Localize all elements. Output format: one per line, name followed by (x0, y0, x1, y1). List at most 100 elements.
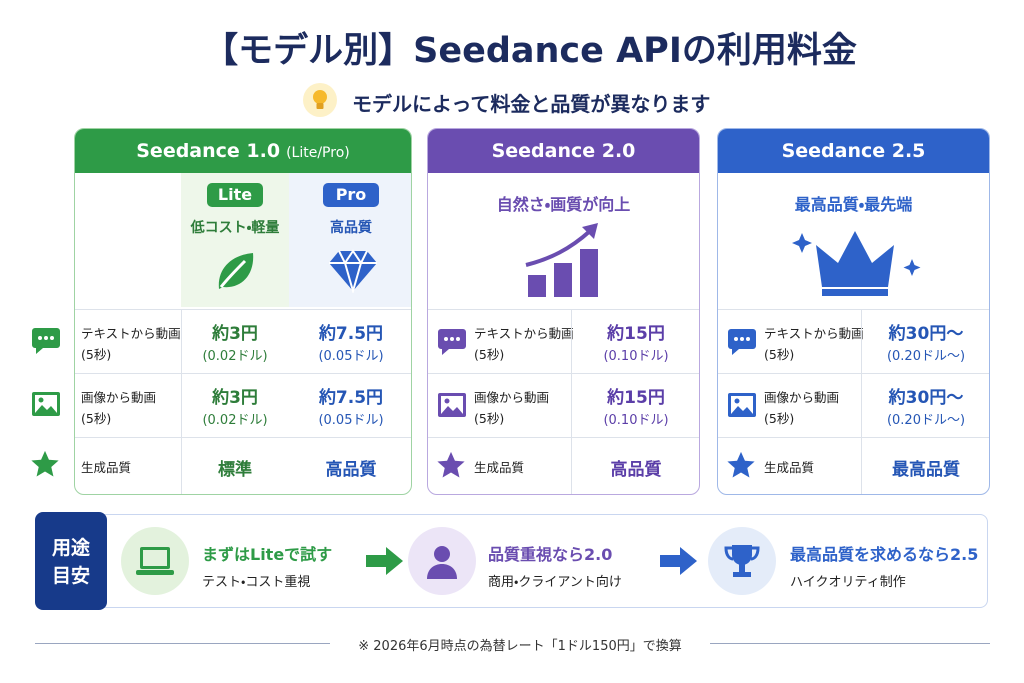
tier-badge: Pro (323, 183, 379, 207)
step-note: 商用・クライアント向け (488, 575, 622, 590)
usage-label-line: 目安 (51, 565, 90, 587)
column-divider (571, 373, 572, 437)
step-title: 品質重視なら2.0 (488, 545, 613, 564)
column-divider (181, 437, 182, 494)
row-icon (30, 324, 62, 356)
price-usd: (0.02ドル) (202, 349, 268, 364)
title: 【モデル別】Seedance APIの利用料金 (203, 31, 857, 71)
row-divider (75, 437, 411, 438)
row-icon (30, 388, 62, 420)
flow-arrow (660, 546, 698, 576)
tagline: 最高品質・最先端 (794, 195, 913, 214)
row-sublabel: (5秒) (81, 411, 112, 426)
model-name: Seedance 1.0 (136, 140, 281, 162)
price-yen: 約15円 (607, 324, 665, 344)
row-sublabel: (5秒) (474, 347, 505, 362)
row-label: テキストから動画 (764, 326, 864, 341)
row-divider (428, 309, 699, 310)
row-sublabel: (5秒) (81, 347, 112, 362)
row-label: 生成品質 (764, 460, 815, 475)
row-icon (436, 450, 466, 480)
tier-note: 低コスト・軽量 (190, 220, 280, 236)
column-divider (571, 309, 572, 373)
row-label: 生成品質 (81, 460, 132, 475)
row-label: 生成品質 (474, 460, 525, 475)
price-usd: (0.10ドル) (603, 413, 669, 428)
row-label: テキストから動画 (474, 326, 574, 341)
step-icon (708, 527, 776, 595)
subtitle: モデルによって料金と品質が異なります (352, 92, 711, 116)
card-header: Seedance 2.0 (428, 129, 699, 173)
model-card: Seedance 2.0 自然さ・画質が向上テキストから動画 (5秒) 約15円 (0.… (427, 128, 700, 495)
row-divider (428, 437, 699, 438)
row-divider (75, 373, 411, 374)
row-divider (718, 437, 989, 438)
model-name: Seedance 2.0 (491, 140, 636, 162)
usage-frame (98, 514, 988, 608)
row-label: 画像から動画 (764, 390, 840, 405)
step-note: テスト・コスト重視 (202, 575, 311, 590)
model-icon (520, 219, 610, 299)
row-divider (718, 373, 989, 374)
price-yen: 約30円〜 (888, 388, 964, 408)
price-yen: 約3円 (212, 324, 258, 344)
model-card: Seedance 1.0 (Lite/Pro) Lite 低コスト・軽量 Pro 高品質テ… (74, 128, 412, 495)
flow-arrow (366, 546, 404, 576)
column-divider (181, 309, 182, 373)
step-icon (121, 527, 189, 595)
row-sublabel: (5秒) (764, 411, 795, 426)
usage-label-line: 用途 (51, 537, 90, 559)
price-yen: 約15円 (607, 388, 665, 408)
row-icon (726, 389, 758, 421)
tier-icon (211, 247, 259, 295)
price-yen: 約7.5円 (318, 388, 384, 408)
row-icon (30, 449, 60, 479)
price-usd: (0.02ドル) (202, 413, 268, 428)
price-yen: 約7.5円 (318, 324, 384, 344)
price-usd: (0.10ドル) (603, 349, 669, 364)
row-icon (726, 325, 758, 357)
usage-label: 用途 目安 (35, 512, 107, 610)
card-header: Seedance 2.5 (718, 129, 989, 173)
quality-value: 高品質 (610, 460, 662, 480)
price-yen: 約30円〜 (888, 324, 964, 344)
step-note: ハイクオリティ制作 (790, 575, 906, 590)
column-divider (861, 437, 862, 494)
model-name: Seedance 2.5 (781, 140, 926, 162)
step-title: 最高品質を求めるなら2.5 (790, 545, 979, 564)
tier-badge: Lite (207, 183, 263, 207)
step-title: まずはLiteで試す (202, 545, 333, 564)
quality-value: 最高品質 (892, 460, 960, 480)
row-sublabel: (5秒) (474, 411, 505, 426)
row-label: 画像から動画 (81, 390, 157, 405)
row-divider (428, 373, 699, 374)
bulb-icon (302, 82, 338, 118)
card-header: Seedance 1.0 (Lite/Pro) (75, 129, 411, 173)
price-usd: (0.05ドル) (318, 349, 384, 364)
column-divider (571, 437, 572, 494)
model-card: Seedance 2.5 最高品質・最先端テキストから動画 (5秒) 約30円〜 (0.… (717, 128, 990, 495)
row-divider (718, 309, 989, 310)
price-usd: (0.20ドル〜) (886, 349, 966, 364)
quality-value: 標準 (218, 460, 252, 480)
row-divider (75, 309, 411, 310)
row-label: 画像から動画 (474, 390, 550, 405)
row-sublabel: (5秒) (764, 347, 795, 362)
price-usd: (0.20ドル〜) (886, 413, 966, 428)
price-usd: (0.05ドル) (318, 413, 384, 428)
model-icon (791, 219, 930, 299)
tier-icon (327, 247, 379, 293)
footnote: ※ 2026年6月時点の為替レート「1ドル150円」で換算 (330, 635, 710, 654)
tagline: 自然さ・画質が向上 (496, 195, 631, 214)
column-divider (861, 309, 862, 373)
column-divider (181, 373, 182, 437)
row-icon (726, 450, 756, 480)
tier-note: 高品質 (330, 220, 372, 236)
row-icon (436, 389, 468, 421)
model-variant: (Lite/Pro) (286, 145, 350, 161)
quality-value: 高品質 (325, 460, 377, 480)
column-divider (861, 373, 862, 437)
price-yen: 約3円 (212, 388, 258, 408)
row-label: テキストから動画 (81, 326, 181, 341)
